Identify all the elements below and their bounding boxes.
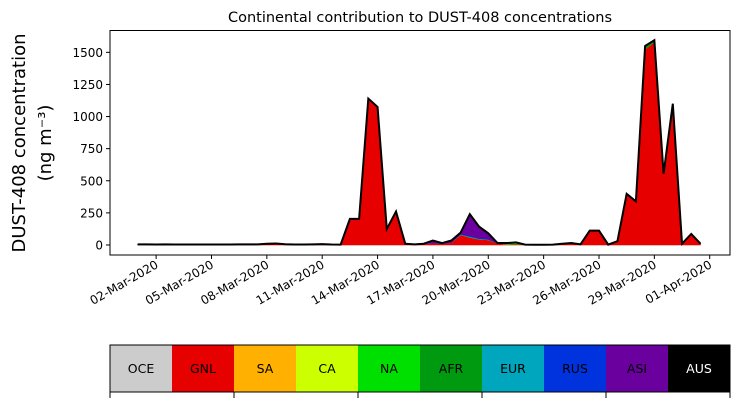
y-tick-label: 500 — [80, 174, 103, 188]
legend-label-na: NA — [380, 361, 398, 376]
legend-label-oce: OCE — [128, 361, 155, 376]
legend-swatch-eur — [482, 345, 545, 392]
plot-frame — [109, 30, 731, 256]
y-tick-label: 750 — [80, 142, 103, 156]
y-axis-label-line2: (ng m⁻³) — [35, 105, 56, 182]
color-legend-bar: OCE GNL SA CA NA AFR EUR RUS ASI AUS — [109, 344, 731, 398]
area-sa — [137, 41, 701, 246]
y-tick-label: 250 — [80, 206, 103, 220]
legend-swatch-na — [358, 345, 421, 392]
y-tick-label: 1250 — [72, 78, 103, 92]
area-asi — [137, 39, 701, 246]
legend-label-eur: EUR — [500, 361, 526, 376]
legend-swatch-oce — [110, 345, 173, 392]
legend-swatch-rus — [544, 345, 607, 392]
area-eur — [137, 39, 701, 246]
area-aus — [137, 39, 701, 246]
legend-swatch-afr — [420, 345, 483, 392]
legend-label-gnl: GNL — [190, 361, 216, 376]
legend-label-sa: SA — [257, 361, 274, 376]
total-outline — [137, 38, 702, 247]
area-gnl — [137, 41, 701, 246]
legend-label-afr: AFR — [439, 361, 464, 376]
legend-swatch-ca — [296, 345, 359, 392]
axes: 025050075010001250150002-Mar-202005-Mar-… — [72, 46, 714, 308]
area-afr — [137, 39, 701, 246]
legend-swatch-asi — [606, 345, 669, 392]
y-axis-label-line1: DUST-408 concentration — [9, 33, 30, 252]
legend-swatch-aus — [668, 345, 731, 392]
legend-label-asi: ASI — [627, 361, 647, 376]
area-rus — [137, 39, 701, 246]
chart-title: Continental contribution to DUST-408 con… — [228, 10, 612, 26]
legend-frame — [109, 344, 731, 393]
area-na — [137, 41, 701, 246]
y-tick-label: 1500 — [72, 46, 103, 60]
y-tick-label: 1000 — [72, 110, 103, 124]
legend-swatch-gnl — [172, 345, 235, 392]
legend-label-ca: CA — [318, 361, 336, 376]
legend-label-rus: RUS — [562, 361, 588, 376]
area-ca — [137, 41, 701, 246]
legend-swatch-sa — [234, 345, 297, 392]
legend-label-aus: AUS — [686, 361, 712, 376]
area-layers — [137, 38, 702, 247]
y-tick-label: 0 — [95, 238, 103, 252]
